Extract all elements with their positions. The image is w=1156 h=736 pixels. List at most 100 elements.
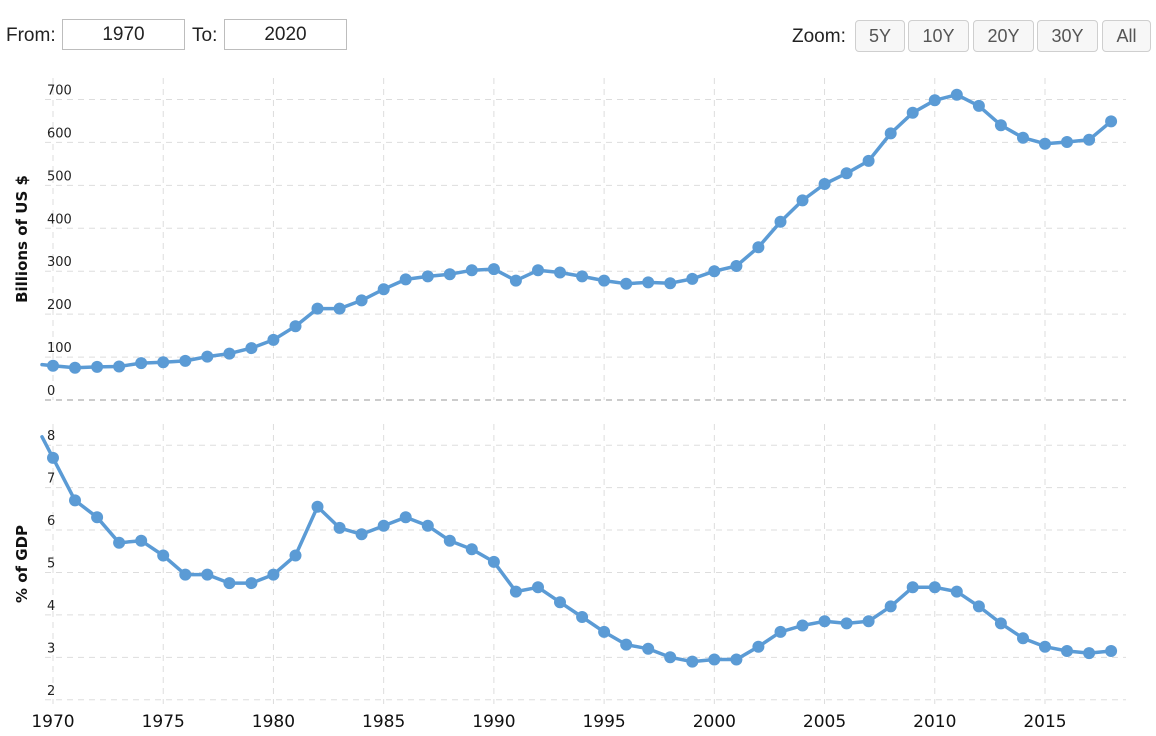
data-point (950, 88, 963, 101)
data-point (774, 215, 787, 228)
data-point (862, 615, 875, 628)
zoom-20y-button[interactable]: 20Y (973, 20, 1034, 52)
y-axis-title: % of GDP (13, 525, 31, 603)
data-point (906, 106, 919, 119)
data-point (113, 360, 126, 373)
zoom-10y-button[interactable]: 10Y (908, 20, 969, 52)
data-point (708, 653, 721, 666)
zoom-label: Zoom: (792, 26, 846, 47)
zoom-30y-button[interactable]: 30Y (1037, 20, 1098, 52)
data-point (135, 534, 148, 547)
data-point (377, 519, 390, 532)
x-tick-label: 2005 (803, 712, 846, 732)
y-tick-label: 2 (47, 684, 55, 699)
data-point (730, 260, 743, 272)
data-point (1061, 645, 1073, 657)
data-point (69, 361, 81, 374)
series-line (40, 92, 1113, 370)
data-point (487, 555, 500, 568)
data-point (664, 277, 677, 290)
to-label: To: (192, 25, 218, 46)
y-tick-label: 8 (47, 429, 55, 444)
data-point (840, 167, 853, 180)
data-point (311, 500, 324, 513)
data-point (487, 263, 500, 276)
data-point (47, 451, 59, 464)
zoom-5y-button[interactable]: 5Y (855, 20, 905, 52)
data-point (840, 617, 853, 630)
data-point (1083, 133, 1096, 146)
data-point (620, 638, 633, 651)
x-tick-label: 1985 (362, 712, 405, 732)
data-point (994, 617, 1007, 630)
data-point (884, 127, 897, 140)
data-point (972, 99, 985, 112)
y-tick-label: 7 (47, 472, 55, 487)
data-point (664, 651, 677, 664)
data-point (598, 625, 611, 638)
data-point (554, 596, 566, 609)
data-point (554, 266, 566, 279)
data-point (576, 611, 589, 623)
x-tick-label: 2010 (913, 712, 956, 732)
data-point (91, 511, 104, 524)
data-point (311, 302, 324, 315)
data-point (752, 241, 765, 254)
data-point (399, 273, 412, 286)
data-point (928, 94, 941, 107)
data-point (47, 359, 59, 372)
data-point (1105, 645, 1118, 657)
y-tick-label: 3 (47, 641, 55, 656)
data-point (443, 268, 456, 281)
data-point (950, 585, 963, 598)
data-point (465, 543, 478, 556)
data-point (686, 655, 699, 668)
data-point (972, 600, 985, 613)
data-point (1083, 647, 1096, 660)
x-tick-label: 1995 (582, 712, 625, 732)
data-point (774, 625, 787, 638)
data-point (994, 119, 1007, 132)
data-point (69, 494, 81, 507)
data-point (509, 585, 522, 598)
data-point (1061, 136, 1073, 148)
from-label: From: (6, 25, 56, 46)
data-point (884, 600, 897, 613)
data-point (201, 568, 214, 581)
data-point (730, 653, 743, 666)
x-tick-label: 1975 (142, 712, 185, 732)
data-point (532, 581, 544, 594)
data-point (201, 350, 214, 363)
x-tick-label: 1980 (252, 712, 295, 732)
data-point (91, 360, 104, 373)
data-point (686, 272, 699, 285)
to-year-input[interactable] (224, 19, 347, 50)
y-axis-title: Billions of US $ (13, 175, 31, 303)
data-point (223, 577, 236, 590)
data-point (1105, 115, 1118, 128)
data-point (245, 577, 258, 590)
data-point (642, 642, 655, 655)
data-point (157, 356, 170, 369)
data-point (245, 342, 258, 355)
data-point (642, 276, 655, 289)
y-tick-label: 400 (47, 212, 72, 227)
data-point (157, 549, 170, 562)
data-point (179, 568, 192, 581)
data-point (598, 274, 611, 287)
data-point (443, 534, 456, 547)
data-point (1039, 640, 1051, 653)
data-point (135, 357, 148, 370)
y-tick-label: 600 (47, 126, 72, 141)
data-point (818, 178, 831, 190)
y-tick-label: 6 (47, 514, 55, 529)
data-point (267, 333, 280, 346)
y-tick-label: 5 (47, 556, 55, 571)
data-point (399, 511, 412, 524)
zoom-all-button[interactable]: All (1102, 20, 1151, 52)
from-year-input[interactable] (62, 19, 185, 50)
y-tick-label: 200 (47, 298, 72, 313)
data-point (289, 549, 302, 562)
y-tick-label: 100 (47, 341, 72, 356)
